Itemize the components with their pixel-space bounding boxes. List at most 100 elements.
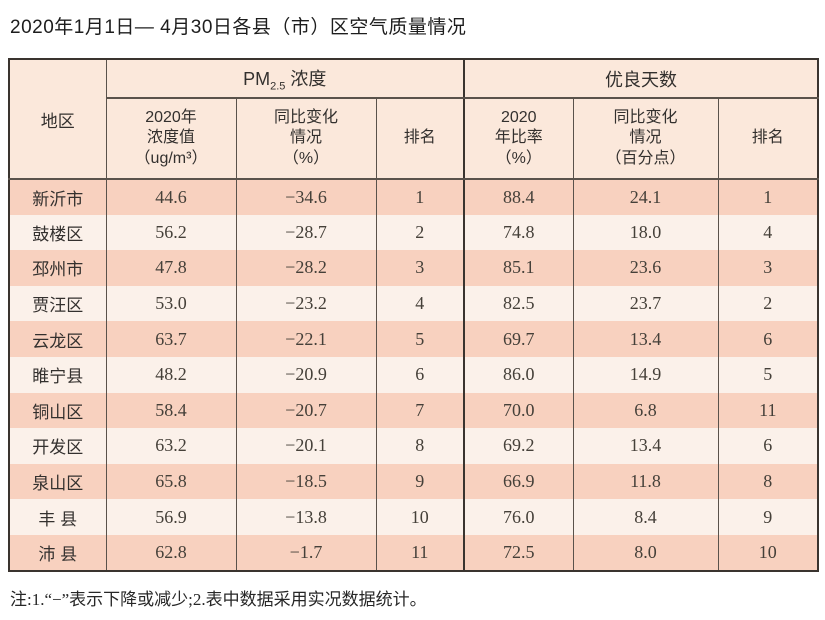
cell-days_change: 8.0 — [572, 534, 719, 571]
cell-pm_value: 63.7 — [105, 321, 236, 357]
cell-days_rank: 11 — [717, 392, 819, 429]
cell-days_rank: 4 — [717, 214, 819, 251]
cell-pm_rank: 8 — [375, 428, 465, 464]
cell-pm_rank: 2 — [375, 214, 465, 251]
cell-pm_change: −20.1 — [235, 428, 376, 464]
cell-pm_rank: 9 — [375, 463, 465, 500]
pm25-label-prefix: PM — [243, 68, 271, 89]
cell-days_rank: 2 — [717, 285, 819, 322]
cell-pm_value: 44.6 — [105, 179, 236, 215]
air-quality-table: 地区 PM2.5 浓度 优良天数 2020年 浓度值 （ug/m³） 同比变化 … — [8, 58, 820, 572]
cell-days_rank: 8 — [717, 463, 819, 500]
region-cell: 贾汪区 — [9, 285, 106, 322]
cell-pm_rank: 1 — [375, 179, 465, 215]
table-row: 新沂市 44.6 −34.6 1 88.4 24.1 1 — [9, 179, 819, 215]
footnote: 注:1.“−”表示下降或减少;2.表中数据采用实况数据统计。 — [10, 589, 427, 609]
cell-days_rate: 69.2 — [463, 428, 574, 464]
table-row: 泉山区 65.8 −18.5 9 66.9 11.8 8 — [9, 463, 819, 500]
region-cell: 沛 县 — [9, 534, 106, 571]
cell-pm_change: −18.5 — [235, 463, 376, 500]
region-cell: 开发区 — [9, 428, 106, 464]
subheader-days-rank: 排名 — [717, 98, 819, 180]
cell-pm_change: −20.7 — [235, 392, 376, 429]
cell-days_change: 13.4 — [572, 321, 719, 357]
table-body: 新沂市 44.6 −34.6 1 88.4 24.1 1 鼓楼区 56.2 −28.7 2 74.8 1… — [9, 179, 819, 571]
subheader-days-rate: 2020 年比率 （%） — [463, 98, 574, 180]
cell-days_rate: 69.7 — [463, 321, 574, 357]
cell-pm_value: 56.9 — [105, 499, 236, 535]
cell-pm_value: 62.8 — [105, 534, 236, 571]
cell-pm_value: 48.2 — [105, 356, 236, 393]
cell-days_rate: 76.0 — [463, 499, 574, 535]
region-cell: 邳州市 — [9, 250, 106, 286]
cell-days_change: 23.7 — [572, 285, 719, 322]
cell-days_rank: 6 — [717, 428, 819, 464]
table-row: 铜山区 58.4 −20.7 7 70.0 6.8 11 — [9, 392, 819, 429]
cell-days_rank: 3 — [717, 250, 819, 286]
cell-days_rank: 10 — [717, 534, 819, 571]
subheader-days-change: 同比变化 情况 （百分点） — [572, 98, 719, 180]
pm25-subscript: 2.5 — [270, 80, 286, 93]
cell-pm_value: 65.8 — [105, 463, 236, 500]
table-row: 丰 县 56.9 −13.8 10 76.0 8.4 9 — [9, 499, 819, 535]
cell-pm_value: 56.2 — [105, 214, 236, 251]
cell-days_change: 18.0 — [572, 214, 719, 251]
subheader-row: 2020年 浓度值 （ug/m³） 同比变化 情况 （%） 排名 2020 年比… — [9, 98, 819, 180]
region-cell: 新沂市 — [9, 179, 106, 215]
cell-days_rate: 82.5 — [463, 285, 574, 322]
subheader-pm-value: 2020年 浓度值 （ug/m³） — [106, 98, 236, 180]
cell-days_rank: 6 — [717, 321, 819, 357]
cell-days_change: 13.4 — [572, 428, 719, 464]
region-cell: 丰 县 — [9, 499, 106, 535]
cell-pm_value: 58.4 — [105, 392, 236, 429]
table-row: 睢宁县 48.2 −20.9 6 86.0 14.9 5 — [9, 356, 819, 393]
cell-pm_rank: 5 — [375, 321, 465, 357]
column-header-region: 地区 — [9, 59, 107, 180]
cell-pm_rank: 4 — [375, 285, 465, 322]
cell-days_change: 23.6 — [572, 250, 719, 286]
subheader-pm-rank: 排名 — [375, 98, 465, 180]
pm25-label-suffix: 浓度 — [285, 68, 327, 89]
cell-pm_change: −13.8 — [235, 499, 376, 535]
cell-days_rate: 85.1 — [463, 250, 574, 286]
cell-days_change: 6.8 — [572, 392, 719, 429]
cell-days_rate: 86.0 — [463, 356, 574, 393]
cell-pm_change: −28.2 — [235, 250, 376, 286]
cell-days_change: 14.9 — [572, 356, 719, 393]
table-row: 云龙区 63.7 −22.1 5 69.7 13.4 6 — [9, 321, 819, 357]
cell-pm_rank: 6 — [375, 356, 465, 393]
table-row: 贾汪区 53.0 −23.2 4 82.5 23.7 2 — [9, 285, 819, 322]
table-row: 邳州市 47.8 −28.2 3 85.1 23.6 3 — [9, 250, 819, 286]
cell-pm_value: 53.0 — [105, 285, 236, 322]
subheader-pm-change: 同比变化 情况 （%） — [235, 98, 376, 180]
cell-pm_rank: 11 — [375, 534, 465, 571]
page: 2020年1月1日— 4月30日各县（市）区空气质量情况 地区 PM2.5 浓度… — [8, 12, 820, 610]
cell-pm_value: 63.2 — [105, 428, 236, 464]
region-cell: 睢宁县 — [9, 356, 106, 393]
cell-days_rank: 9 — [717, 499, 819, 535]
group-header-row: 地区 PM2.5 浓度 优良天数 — [9, 59, 819, 180]
cell-days_rank: 5 — [717, 356, 819, 393]
cell-pm_rank: 10 — [375, 499, 465, 535]
column-group-good-days: 优良天数 — [463, 59, 819, 99]
region-cell: 泉山区 — [9, 463, 106, 500]
cell-pm_value: 47.8 — [105, 250, 236, 286]
cell-days_change: 8.4 — [572, 499, 719, 535]
cell-days_change: 11.8 — [572, 463, 719, 500]
cell-days_rate: 88.4 — [463, 179, 574, 215]
column-group-pm25: PM2.5 浓度 — [106, 59, 465, 99]
cell-pm_change: −34.6 — [235, 179, 376, 215]
cell-pm_change: −28.7 — [235, 214, 376, 251]
cell-pm_change: −22.1 — [235, 321, 376, 357]
cell-pm_rank: 3 — [375, 250, 465, 286]
cell-days_rate: 74.8 — [463, 214, 574, 251]
table-row: 沛 县 62.8 −1.7 11 72.5 8.0 10 — [9, 534, 819, 571]
table-header: 地区 PM2.5 浓度 优良天数 2020年 浓度值 （ug/m³） 同比变化 … — [9, 59, 819, 180]
cell-days_rank: 1 — [717, 179, 819, 215]
cell-days_rate: 72.5 — [463, 534, 574, 571]
table-row: 开发区 63.2 −20.1 8 69.2 13.4 6 — [9, 428, 819, 464]
cell-days_change: 24.1 — [572, 179, 719, 215]
cell-pm_change: −1.7 — [235, 534, 376, 571]
cell-days_rate: 66.9 — [463, 463, 574, 500]
page-title: 2020年1月1日— 4月30日各县（市）区空气质量情况 — [10, 17, 467, 38]
